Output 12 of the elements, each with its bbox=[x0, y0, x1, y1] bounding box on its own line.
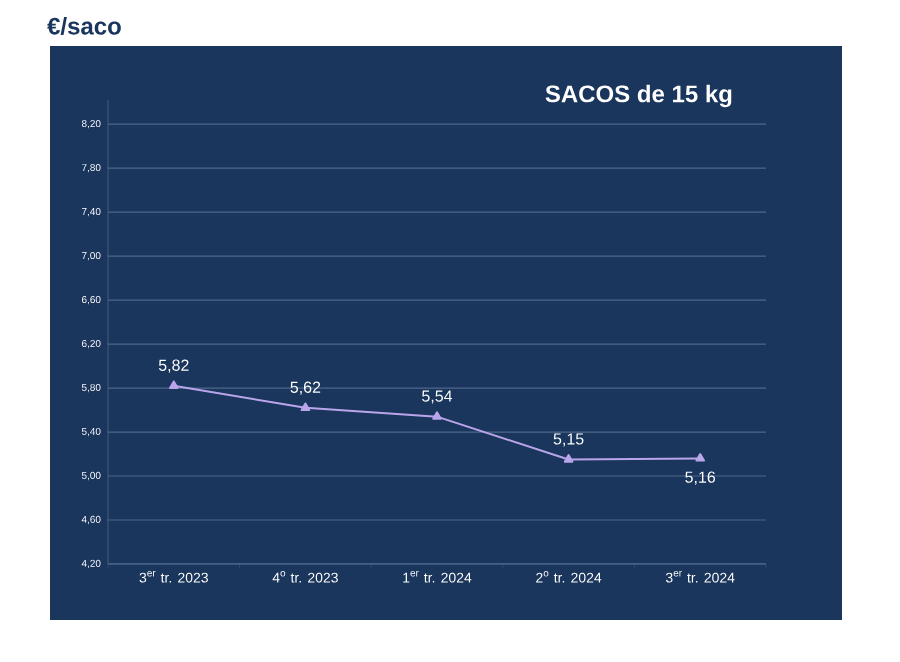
point bbox=[300, 402, 311, 412]
data-label: 5,62 bbox=[290, 381, 321, 395]
data-label: 5,82 bbox=[158, 359, 189, 373]
data-label: 5,15 bbox=[553, 433, 584, 447]
chart-title: SACOS de 15 kg bbox=[545, 84, 732, 108]
point bbox=[169, 380, 179, 390]
y-axis-title: €/saco bbox=[47, 17, 121, 35]
point bbox=[432, 411, 442, 420]
point bbox=[563, 454, 574, 463]
data-label: 5,54 bbox=[422, 390, 453, 404]
data-label: 5,16 bbox=[685, 471, 716, 485]
point bbox=[695, 453, 705, 462]
